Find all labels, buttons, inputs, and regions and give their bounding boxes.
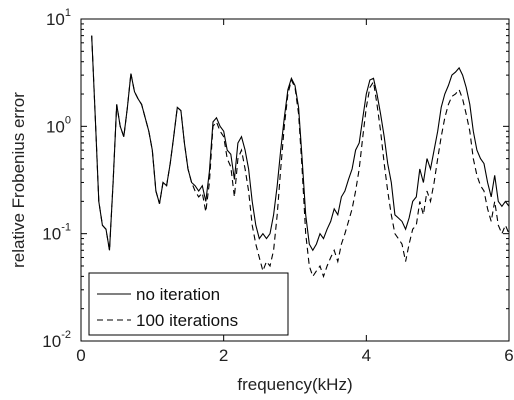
- legend-label-no-iteration: no iteration: [136, 285, 220, 304]
- plot-frame: [80, 18, 510, 342]
- y-tick-label: 100: [46, 114, 71, 136]
- y-tick-label: 101: [46, 7, 71, 29]
- legend-box: [88, 272, 289, 336]
- legend-label-100-iterations: 100 iterations: [136, 311, 238, 330]
- series-layer: [91, 35, 510, 279]
- y-axis-ticks: 10-2 10-1 100 101: [42, 7, 509, 351]
- y-tick-label: 10-1: [42, 222, 71, 244]
- x-axis-ticks: 0 2 4 6: [76, 19, 514, 365]
- series-line-100-iterations: [91, 35, 510, 279]
- legend: no iteration 100 iterations: [88, 272, 289, 336]
- x-tick-label: 2: [219, 346, 228, 365]
- x-axis-label: frequency(kHz): [237, 375, 352, 394]
- x-tick-label: 6: [504, 346, 513, 365]
- y-axis-label: relative Frobenius error: [9, 92, 28, 268]
- x-tick-label: 4: [362, 346, 371, 365]
- y-tick-label: 10-2: [42, 329, 71, 351]
- x-tick-label: 0: [76, 346, 85, 365]
